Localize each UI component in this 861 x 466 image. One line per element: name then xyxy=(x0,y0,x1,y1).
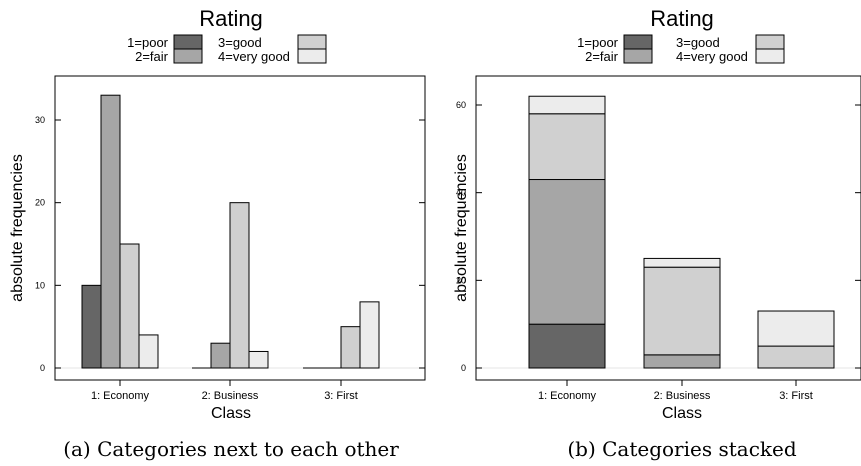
bars xyxy=(81,94,380,369)
x-tick-label: 3: First xyxy=(324,390,358,402)
y-axis-label: absolute frequencies xyxy=(453,154,470,302)
legend-label: 1=poor xyxy=(577,35,619,50)
y-tick-label: 60 xyxy=(456,100,466,110)
y-tick-label: 0 xyxy=(40,363,45,373)
bars xyxy=(528,95,835,369)
caption: (a) Categories next to each other xyxy=(63,437,399,461)
legend-title: Rating xyxy=(650,6,714,31)
bar-4-very-good xyxy=(359,301,380,369)
legend-swatch xyxy=(297,48,327,64)
stack-segment-4-very-good xyxy=(643,257,721,268)
caption: (b) Categories stacked xyxy=(567,437,797,461)
legend-label: 3=good xyxy=(676,35,720,50)
legend-label: 2=fair xyxy=(585,49,619,64)
stack-segment-2-fair xyxy=(643,354,721,369)
plot-frame xyxy=(54,75,426,381)
y-tick-label: 10 xyxy=(35,280,45,290)
legend-title: Rating xyxy=(199,6,263,31)
stack-segment-2-fair xyxy=(528,179,606,325)
legend-swatch xyxy=(755,34,785,50)
x-tick-label: 2: Business xyxy=(202,390,259,402)
legend-swatch xyxy=(755,48,785,64)
bar-4-very-good xyxy=(248,350,269,369)
y-tick-label: 20 xyxy=(35,198,45,208)
y-tick-label: 20 xyxy=(456,275,466,285)
y-ticks: 0 10 20 30 xyxy=(35,115,425,373)
stack-segment-3-good xyxy=(643,266,721,356)
legend-label: 3=good xyxy=(218,35,262,50)
x-tick-label: 2: Business xyxy=(654,390,711,402)
y-tick-label: 40 xyxy=(456,188,466,198)
x-tick-label: 1: Economy xyxy=(91,390,150,402)
x-axis-label: Class xyxy=(211,405,251,422)
bar-3-good xyxy=(229,202,250,369)
stack-segment-1-poor xyxy=(528,323,606,369)
y-tick-label: 0 xyxy=(461,363,466,373)
legend-swatch xyxy=(297,34,327,50)
stack-segment-4-very-good xyxy=(757,310,835,347)
bar-4-very-good xyxy=(138,334,159,369)
bar-3-good xyxy=(119,243,140,369)
x-ticks: 1: Economy 2: Business 3: First xyxy=(91,380,358,402)
bar-2-fair xyxy=(100,94,121,369)
y-ticks: 0 20 40 60 xyxy=(456,100,861,373)
legend-swatch xyxy=(173,34,203,50)
x-tick-label: 1: Economy xyxy=(538,390,597,402)
y-axis-label: absolute frequencies xyxy=(9,154,26,302)
bar-3-good xyxy=(340,326,361,369)
stack-segment-4-very-good xyxy=(528,95,606,115)
stack-segment-3-good xyxy=(528,113,606,181)
legend-swatch xyxy=(173,48,203,64)
legend-label: 2=fair xyxy=(135,49,169,64)
stack-segment-3-good xyxy=(757,345,835,369)
plot-frame xyxy=(475,75,861,381)
legend-swatch xyxy=(623,48,653,64)
legend-label: 1=poor xyxy=(127,35,169,50)
x-axis-label: Class xyxy=(662,405,702,422)
bar-1-poor xyxy=(81,284,102,369)
bar-2-fair xyxy=(210,342,231,369)
legend-swatch xyxy=(623,34,653,50)
x-ticks: 1: Economy 2: Business 3: First xyxy=(538,380,813,402)
x-tick-label: 3: First xyxy=(779,390,813,402)
legend-label: 4=very good xyxy=(676,49,748,64)
y-tick-label: 30 xyxy=(35,115,45,125)
legend-label: 4=very good xyxy=(218,49,290,64)
